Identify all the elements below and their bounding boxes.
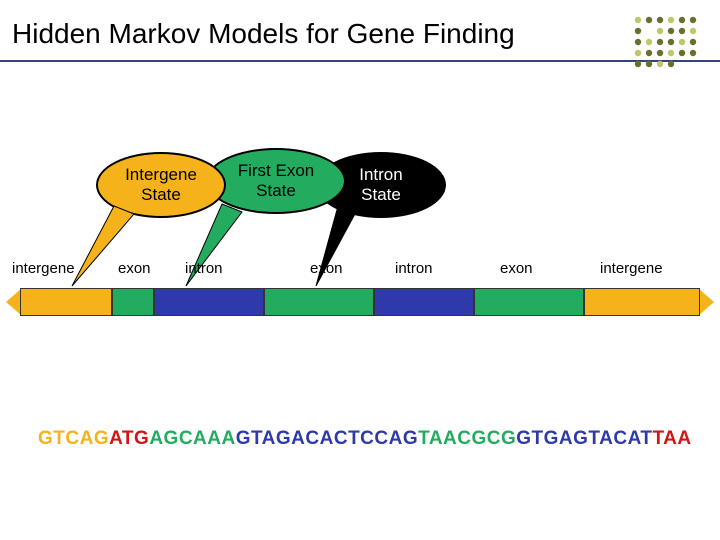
track-segment-intergene (20, 288, 112, 316)
page-title: Hidden Markov Models for Gene Finding (12, 18, 708, 50)
track-arrow-right (698, 288, 714, 316)
gene-track (20, 288, 700, 316)
track-label: intergene (600, 260, 663, 277)
dna-sequence: GTCAGATGAGCAAAGTAGACACTCCAGTAACGCGGTGAGT… (38, 428, 692, 450)
track-label: intron (185, 260, 223, 277)
track-segment-exon (112, 288, 154, 316)
dots-decoration (632, 14, 702, 68)
title-underline (0, 60, 720, 62)
seq-run: AGCAAA (149, 428, 235, 449)
seq-run: TAACGCG (418, 428, 516, 449)
seq-run: GTGAGTACAT (516, 428, 652, 449)
bubble-intergene-l1: Intergene (125, 165, 197, 185)
track-segment-intron (154, 288, 264, 316)
seq-run: GTCAG (38, 428, 109, 449)
track-labels-row: intergene exon intron exon intron exon interge… (0, 260, 720, 280)
title-area: Hidden Markov Models for Gene Finding (0, 0, 720, 58)
bubble-exon-l1: First Exon (238, 161, 315, 181)
seq-run: TAA (652, 428, 691, 449)
seq-run: GTAGACACTCCAG (236, 428, 418, 449)
bubble-intron-l2: State (359, 185, 402, 205)
bubble-intron-l1: Intron (359, 165, 402, 185)
track-label: exon (310, 260, 343, 277)
track-segment-intergene (584, 288, 700, 316)
track-label: exon (500, 260, 533, 277)
track-label: intergene (12, 260, 75, 277)
track-segment-exon (264, 288, 374, 316)
track-label: intron (395, 260, 433, 277)
track-segment-exon (474, 288, 584, 316)
seq-run: ATG (109, 428, 149, 449)
track-segment-intron (374, 288, 474, 316)
track-label: exon (118, 260, 151, 277)
